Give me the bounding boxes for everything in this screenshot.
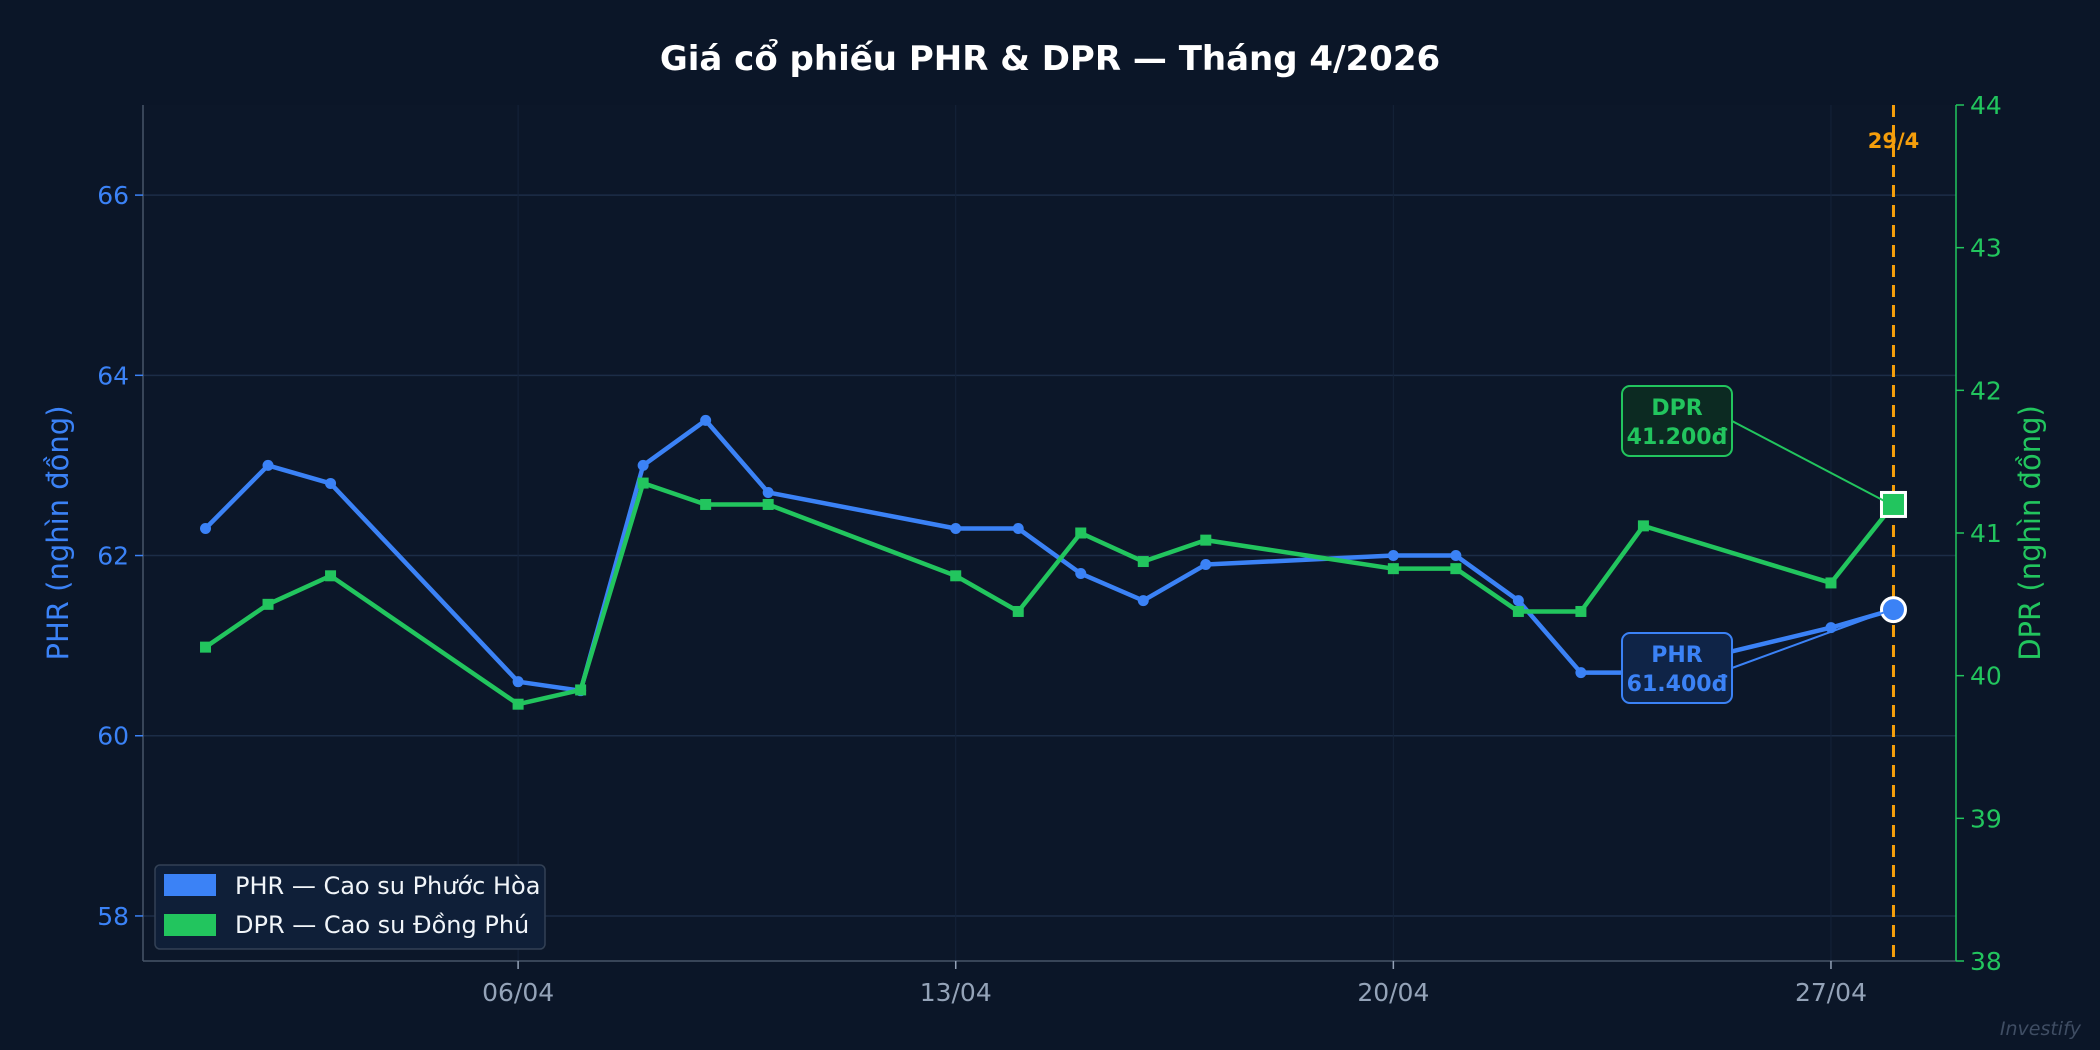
- y-tick-left-label: 62: [97, 542, 129, 571]
- data-point-dpr: [575, 684, 587, 696]
- x-tick-label: 13/04: [920, 978, 992, 1007]
- y-tick-right-label: 42: [1970, 376, 2002, 405]
- data-point-phr: [1137, 595, 1149, 607]
- annotations: PHR 61.400đ DPR 41.200đ: [1621, 385, 1884, 704]
- data-point-dpr: [1012, 605, 1024, 617]
- legend: PHR — Cao su Phước Hòa DPR — Cao su Đồng…: [154, 864, 546, 950]
- y-axis-left-label: PHR (nghìn đồng): [41, 405, 75, 660]
- x-tick-label: 20/04: [1357, 978, 1429, 1007]
- data-point-phr: [1512, 595, 1524, 607]
- series-lines: 29/4: [200, 105, 1919, 961]
- legend-swatch-dpr: [164, 914, 216, 936]
- data-point-phr: [950, 522, 962, 534]
- annotation-title-phr: PHR: [1651, 643, 1703, 668]
- plot-area: [143, 105, 1956, 961]
- data-point-dpr: [1825, 577, 1837, 589]
- data-point-dpr: [200, 641, 212, 653]
- data-point-dpr: [262, 598, 274, 610]
- annotation-value-phr: 61.400đ: [1627, 672, 1728, 697]
- data-point-phr: [1387, 550, 1399, 562]
- data-point-phr: [1575, 667, 1587, 679]
- annotation-box-phr: [1621, 632, 1733, 704]
- y-tick-right-label: 41: [1970, 519, 2002, 548]
- data-point-phr: [1012, 522, 1024, 534]
- data-point-phr: [700, 414, 712, 426]
- data-point-phr: [637, 459, 649, 471]
- data-point-phr: [262, 459, 274, 471]
- annotation-value-dpr: 41.200đ: [1627, 425, 1728, 450]
- series-line-phr: [203, 418, 1895, 693]
- y-tick-right-label: 43: [1970, 234, 2002, 263]
- data-point-phr: [1075, 568, 1087, 580]
- data-point-phr: [762, 486, 774, 498]
- annotation-box-dpr: [1621, 385, 1733, 457]
- legend-swatch-phr: [164, 874, 216, 896]
- data-point-phr: [1450, 550, 1462, 562]
- data-point-dpr: [1450, 563, 1462, 575]
- y-tick-left-label: 58: [97, 902, 129, 931]
- y-tick-right-label: 39: [1970, 804, 2002, 833]
- legend-label-phr: PHR — Cao su Phước Hòa: [235, 872, 540, 900]
- y-axis-right-label: DPR (nghìn đồng): [2013, 405, 2047, 661]
- y-tick-left-label: 60: [97, 722, 129, 751]
- legend-box: [154, 864, 546, 950]
- series-line-dpr: [204, 480, 1896, 707]
- data-point-dpr: [1075, 527, 1087, 539]
- watermark: Investify: [2000, 1018, 2082, 1040]
- axes: 58 60 62 64 66 38 39 40 41 42 43 44 06/04 13/04 20/04 2…: [97, 91, 2002, 1007]
- data-point-dpr: [700, 498, 712, 510]
- y-tick-right-label: 40: [1970, 662, 2002, 691]
- y-tick-left-label: 66: [97, 181, 129, 210]
- chart-title: Giá cổ phiếu PHR & DPR — Tháng 4/2026: [660, 38, 1440, 79]
- data-point-dpr: [762, 498, 774, 510]
- data-point-dpr: [1387, 563, 1399, 575]
- x-tick-label: 27/04: [1795, 978, 1867, 1007]
- annotation-connector-dpr: [1731, 420, 1884, 502]
- legend-label-dpr: DPR — Cao su Đồng Phú: [235, 911, 529, 939]
- data-point-dpr: [1200, 534, 1212, 546]
- data-point-dpr: [1575, 605, 1587, 617]
- data-point-dpr: [512, 698, 524, 710]
- y-tick-right-label: 44: [1970, 91, 2002, 120]
- data-point-dpr: [325, 570, 337, 582]
- data-point-phr: [325, 477, 337, 489]
- y-tick-left-label: 64: [97, 361, 129, 390]
- data-point-phr: [512, 676, 524, 688]
- data-point-phr: [1200, 559, 1212, 571]
- annotation-connector-phr: [1731, 611, 1884, 669]
- y-tick-right-label: 38: [1970, 947, 2002, 976]
- data-point-dpr: [1137, 556, 1149, 568]
- last-point-phr: [1879, 596, 1907, 624]
- marker-line-label: 29/4: [1868, 129, 1920, 153]
- data-point-dpr: [950, 570, 962, 582]
- annotation-title-dpr: DPR: [1651, 396, 1702, 421]
- data-point-dpr: [1637, 520, 1649, 532]
- last-point-dpr: [1879, 490, 1907, 518]
- x-tick-label: 06/04: [482, 978, 554, 1007]
- data-point-dpr: [1512, 605, 1524, 617]
- data-point-phr: [200, 522, 212, 534]
- data-point-dpr: [637, 477, 649, 489]
